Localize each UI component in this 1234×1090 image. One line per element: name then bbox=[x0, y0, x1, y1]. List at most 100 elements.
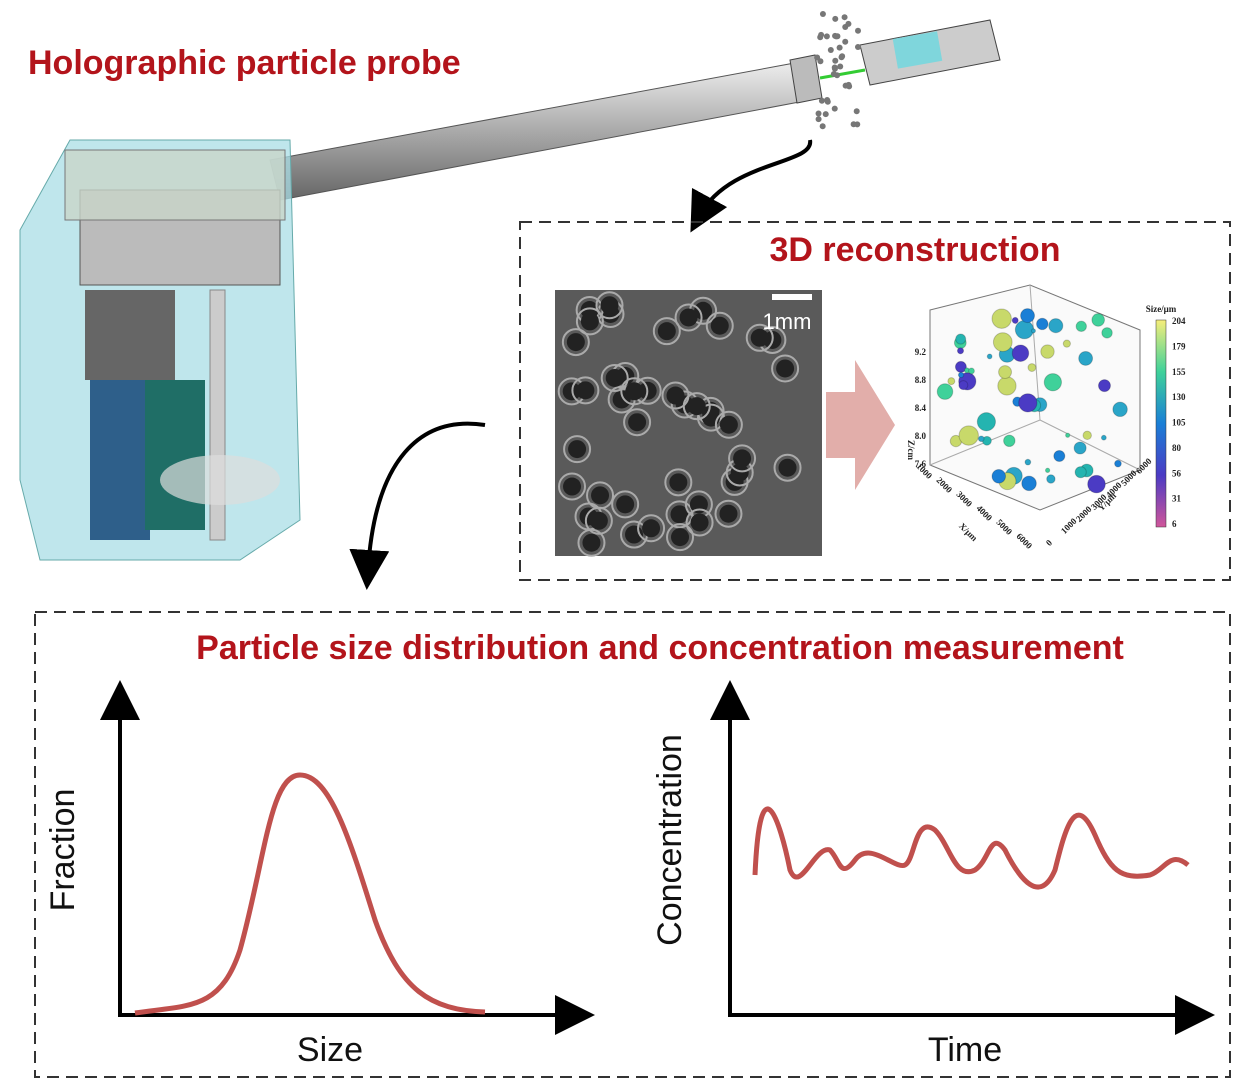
z-tick-label: 8.0 bbox=[915, 431, 927, 441]
particle-dot bbox=[814, 54, 821, 61]
particle bbox=[776, 359, 795, 378]
sphere bbox=[992, 332, 1013, 352]
x-axis-label: Time bbox=[928, 1031, 1002, 1069]
particle bbox=[719, 415, 738, 434]
reconstruction-box bbox=[519, 221, 1231, 581]
particle-ring bbox=[571, 376, 600, 405]
sphere bbox=[936, 383, 954, 400]
particle-dot bbox=[850, 121, 857, 128]
particle-ring bbox=[611, 490, 640, 519]
sphere bbox=[1087, 474, 1106, 494]
particle-ring bbox=[665, 500, 694, 529]
particle-ring bbox=[674, 303, 703, 332]
particle-dot bbox=[815, 116, 822, 123]
y-axis-label: Fraction bbox=[44, 789, 82, 912]
z-tick-label: 8.4 bbox=[915, 403, 927, 413]
particle-dot bbox=[819, 11, 826, 18]
particle-dot bbox=[845, 20, 852, 27]
particle bbox=[605, 368, 624, 387]
sphere bbox=[1036, 317, 1049, 331]
particle-dot bbox=[855, 27, 862, 34]
x-axis-label: X/μm bbox=[957, 521, 980, 544]
particle-ring bbox=[620, 377, 649, 406]
sphere bbox=[1020, 308, 1035, 324]
particle bbox=[600, 296, 619, 315]
sphere bbox=[976, 412, 996, 432]
particle-dot bbox=[827, 47, 834, 54]
particle-dot bbox=[824, 96, 831, 103]
particle bbox=[580, 312, 599, 331]
sphere bbox=[958, 380, 969, 391]
sphere bbox=[1048, 318, 1064, 334]
arrow bbox=[349, 421, 486, 590]
particle bbox=[566, 333, 585, 352]
sphere bbox=[947, 377, 956, 386]
particle bbox=[568, 440, 587, 459]
x-tick-label: 3000 bbox=[954, 489, 974, 509]
particle bbox=[778, 458, 797, 477]
sphere bbox=[955, 333, 967, 345]
scale-label: 1mm bbox=[763, 309, 812, 334]
particle bbox=[690, 513, 709, 532]
sphere bbox=[957, 371, 965, 379]
sphere bbox=[1078, 351, 1094, 366]
sphere bbox=[1097, 379, 1111, 393]
sphere bbox=[1030, 328, 1036, 334]
x-tick-label: 5000 bbox=[994, 517, 1014, 537]
sphere bbox=[998, 365, 1013, 380]
particle-ring bbox=[595, 291, 624, 320]
particle-dot bbox=[836, 44, 843, 51]
arrow bbox=[826, 360, 895, 490]
particle-dot bbox=[831, 105, 838, 112]
x-axis-label: Size bbox=[297, 1031, 363, 1069]
particle-ring bbox=[637, 514, 666, 543]
particle-ring bbox=[558, 472, 587, 501]
z-tick-label: 7.6 bbox=[915, 459, 927, 469]
sphere bbox=[1046, 474, 1056, 484]
particle bbox=[719, 504, 738, 523]
sphere bbox=[1024, 458, 1032, 466]
particle-ring bbox=[745, 323, 774, 352]
particle bbox=[616, 495, 635, 514]
sphere bbox=[1018, 393, 1038, 413]
measurement-title: Particle size distribution and concentra… bbox=[196, 629, 1124, 667]
particle-ring bbox=[771, 354, 800, 383]
scale-bar bbox=[772, 294, 812, 300]
particle-dot bbox=[853, 108, 860, 115]
particle bbox=[679, 308, 698, 327]
reconstruction-title: 3D reconstruction bbox=[770, 231, 1061, 269]
colorbar-tick-label: 80 bbox=[1172, 443, 1182, 453]
particle-ring bbox=[575, 307, 604, 336]
y-tick-label: 0 bbox=[1044, 537, 1055, 548]
sphere bbox=[1062, 339, 1071, 348]
x-tick-label: 6000 bbox=[1014, 531, 1034, 551]
particle bbox=[733, 449, 752, 468]
sphere bbox=[1014, 320, 1035, 340]
probe-illustration bbox=[19, 11, 1001, 561]
y-axis-label: Concentration bbox=[651, 734, 689, 946]
particle-dot bbox=[822, 111, 829, 118]
particle-ring bbox=[705, 311, 734, 340]
sphere bbox=[1065, 432, 1071, 438]
colorbar-tick-label: 155 bbox=[1172, 367, 1186, 377]
sphere bbox=[1091, 313, 1105, 327]
particle bbox=[563, 477, 582, 496]
colorbar bbox=[1155, 319, 1167, 528]
particle-dot bbox=[842, 38, 849, 45]
particle bbox=[642, 519, 661, 538]
particle bbox=[670, 505, 689, 524]
colorbar-tick-label: 56 bbox=[1172, 468, 1182, 478]
particle-ring bbox=[664, 468, 693, 497]
particle-dot bbox=[854, 43, 861, 50]
distribution-curve bbox=[134, 772, 486, 1016]
sphere bbox=[1011, 344, 1030, 362]
particle-ring bbox=[666, 523, 695, 552]
sphere bbox=[1053, 449, 1066, 463]
sphere bbox=[991, 469, 1007, 484]
probe-title: Holographic particle probe bbox=[28, 44, 461, 82]
particle-ring bbox=[685, 508, 714, 537]
particle-dot bbox=[823, 33, 830, 40]
particle-dot bbox=[841, 14, 848, 21]
arrow bbox=[690, 139, 813, 233]
